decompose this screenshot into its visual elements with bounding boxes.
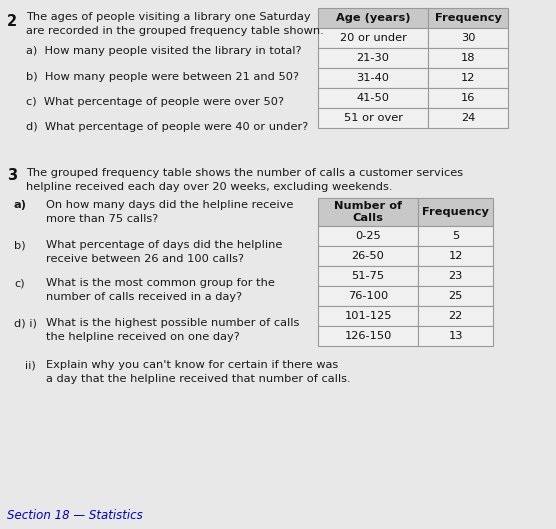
Text: 2: 2 [7,14,17,29]
Text: 0-25: 0-25 [355,231,381,241]
Bar [318,88,428,108]
Bar [318,68,428,88]
Text: The ages of people visiting a library one Saturday: The ages of people visiting a library on… [26,12,311,22]
Bar [418,266,493,286]
Bar [318,306,418,326]
Text: receive between 26 and 100 calls?: receive between 26 and 100 calls? [46,254,244,264]
Bar [428,68,508,88]
Text: Explain why you can't know for certain if there was: Explain why you can't know for certain i… [46,360,338,370]
Bar [318,8,428,28]
Text: 12: 12 [461,73,475,83]
Bar [428,88,508,108]
Bar [318,226,418,246]
Text: 101-125: 101-125 [344,311,392,321]
Text: What is the most common group for the: What is the most common group for the [46,278,275,288]
Bar [318,266,418,286]
Bar [418,306,493,326]
Bar [318,28,428,48]
Bar [318,246,418,266]
Text: 21-30: 21-30 [356,53,390,63]
Text: 51-75: 51-75 [351,271,385,281]
Text: 76-100: 76-100 [348,291,388,301]
Text: number of calls received in a day?: number of calls received in a day? [46,292,242,302]
Text: Frequency: Frequency [422,207,489,217]
Text: 30: 30 [461,33,475,43]
Text: d)  What percentage of people were 40 or under?: d) What percentage of people were 40 or … [26,122,308,132]
Text: the helpline received on one day?: the helpline received on one day? [46,332,240,342]
Text: 5: 5 [452,231,459,241]
Text: 31-40: 31-40 [356,73,390,83]
Bar [318,286,418,306]
Text: 16: 16 [461,93,475,103]
Text: 12: 12 [448,251,463,261]
Text: 20 or under: 20 or under [340,33,406,43]
Text: What is the highest possible number of calls: What is the highest possible number of c… [46,318,299,328]
Text: 26-50: 26-50 [351,251,384,261]
Bar [428,48,508,68]
Text: 126-150: 126-150 [344,331,391,341]
Bar [418,198,493,226]
Text: d) i): d) i) [14,318,37,328]
Bar [318,198,418,226]
Text: What percentage of days did the helpline: What percentage of days did the helpline [46,240,282,250]
Text: The grouped frequency table shows the number of calls a customer services: The grouped frequency table shows the nu… [26,168,463,178]
Text: 22: 22 [448,311,463,321]
Bar [418,226,493,246]
Bar [428,108,508,128]
Text: ii): ii) [14,360,36,370]
Text: 18: 18 [461,53,475,63]
Text: Frequency: Frequency [435,13,502,23]
Text: 24: 24 [461,113,475,123]
Text: b): b) [14,240,26,250]
Text: more than 75 calls?: more than 75 calls? [46,214,158,224]
Bar [318,48,428,68]
Bar [418,326,493,346]
Text: a day that the helpline received that number of calls.: a day that the helpline received that nu… [46,374,351,384]
Text: helpline received each day over 20 weeks, excluding weekends.: helpline received each day over 20 weeks… [26,182,393,192]
Text: Age (years): Age (years) [336,13,410,23]
Bar [418,246,493,266]
Text: c)  What percentage of people were over 50?: c) What percentage of people were over 5… [26,97,284,107]
Text: 51 or over: 51 or over [344,113,403,123]
Text: 3: 3 [7,168,17,183]
Text: 25: 25 [448,291,463,301]
Bar [428,8,508,28]
Bar [418,286,493,306]
Text: 13: 13 [448,331,463,341]
Text: On how many days did the helpline receive: On how many days did the helpline receiv… [46,200,294,210]
Bar [318,108,428,128]
Bar [318,326,418,346]
Text: Number of
Calls: Number of Calls [334,201,402,223]
Text: 41-50: 41-50 [356,93,390,103]
Text: 23: 23 [448,271,463,281]
Text: a)  How many people visited the library in total?: a) How many people visited the library i… [26,46,301,56]
Text: c): c) [14,278,24,288]
Text: b)  How many people were between 21 and 50?: b) How many people were between 21 and 5… [26,72,299,82]
Bar [428,28,508,48]
Text: a): a) [14,200,27,210]
Text: are recorded in the grouped frequency table shown.: are recorded in the grouped frequency ta… [26,26,324,36]
Text: Section 18 — Statistics: Section 18 — Statistics [7,509,143,522]
